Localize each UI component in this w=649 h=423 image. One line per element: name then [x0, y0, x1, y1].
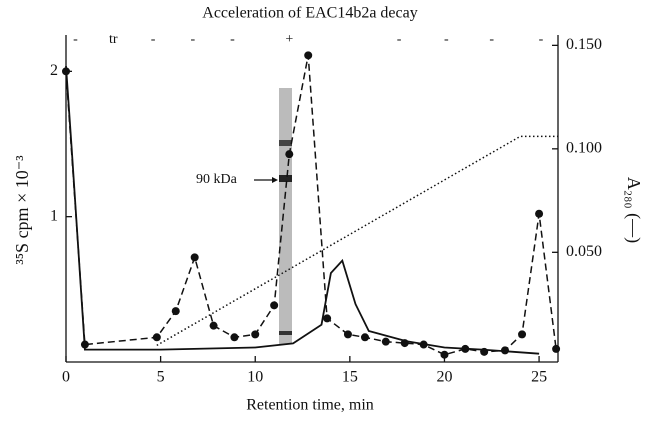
fraction-label: -: [539, 32, 544, 47]
data-point: [552, 344, 561, 353]
y-axis-label: ³⁵S cpm × 10⁻³: [12, 155, 32, 265]
annotation: 90 kDa: [196, 172, 238, 187]
y2-tick-label: 0.150: [566, 36, 602, 53]
fraction-label: -: [230, 32, 235, 47]
data-point: [518, 330, 527, 339]
data-point: [230, 333, 239, 342]
fraction-label: -: [397, 32, 402, 47]
series-line: [65, 65, 540, 355]
data-point: [381, 337, 390, 346]
x-axis-label: Retention time, min: [246, 397, 374, 414]
data-point: [343, 330, 352, 339]
x-tick-label: 10: [247, 369, 263, 386]
fraction-label: -: [489, 32, 494, 47]
fraction-label: -: [190, 32, 195, 47]
data-point: [535, 209, 544, 218]
series-line: [156, 135, 558, 347]
annotation-arrowhead: [272, 177, 278, 183]
y2-tick-label: 0.050: [566, 243, 602, 260]
x-tick-label: 20: [436, 369, 452, 386]
x-tick-label: 15: [342, 369, 358, 386]
chart-title: Acceleration of EAC14b2a decay: [202, 5, 417, 22]
y-tick-label: 2: [50, 62, 58, 79]
y-tick-label: 1: [50, 207, 58, 224]
x-tick-label: 5: [157, 369, 165, 386]
series-line: [65, 55, 557, 356]
data-point: [190, 253, 199, 262]
data-point: [152, 333, 161, 342]
data-point: [209, 321, 218, 330]
data-point: [323, 314, 332, 323]
data-point: [360, 333, 369, 342]
data-point: [251, 330, 260, 339]
fraction-label: -: [151, 32, 156, 47]
gel-lane: [279, 88, 292, 344]
data-point: [304, 51, 313, 60]
x-tick-label: 0: [62, 369, 70, 386]
fraction-label: tr: [109, 32, 118, 47]
gel-band: [279, 140, 292, 146]
gel-band: [279, 331, 292, 335]
fraction-label: -: [444, 32, 449, 47]
x-tick-label: 25: [531, 369, 547, 386]
gel-band: [279, 175, 292, 182]
data-point: [270, 301, 279, 310]
data-point: [285, 150, 294, 159]
y2-axis-label: A₂₈₀ (—): [623, 177, 644, 243]
fraction-label: -: [73, 32, 78, 47]
data-point: [440, 350, 449, 359]
fraction-label: +: [285, 32, 293, 47]
data-point: [171, 307, 180, 316]
y2-tick-label: 0.100: [566, 140, 602, 157]
